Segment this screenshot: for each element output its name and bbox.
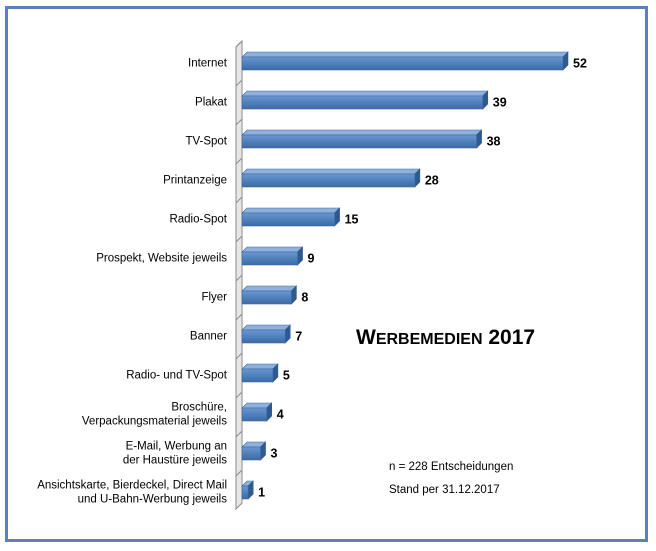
- value-label: 9: [308, 252, 315, 266]
- bar-top-face: [241, 246, 304, 253]
- axis-tick: [235, 157, 243, 165]
- bar: [241, 485, 249, 500]
- category-label-line: und U-Bahn-Werbung jeweils: [78, 494, 228, 506]
- value-label: 4: [277, 408, 284, 422]
- axis-tick: [235, 313, 243, 321]
- category-label-line: Radio-Spot: [169, 214, 227, 226]
- value-label: 39: [493, 96, 507, 110]
- axis-wall: [235, 39, 243, 511]
- bar-top-face: [241, 324, 291, 331]
- bar-top-face: [241, 363, 279, 370]
- chart-title-year: 2017: [483, 326, 536, 349]
- category-label-line: Verpackungsmaterial jeweils: [82, 416, 227, 428]
- value-label: 1: [258, 486, 265, 500]
- date-note: Stand per 31.12.2017: [389, 484, 500, 496]
- axis-tick: [235, 235, 243, 243]
- category-label-line: Printanzeige: [163, 175, 227, 187]
- category-label: Flyer: [201, 292, 227, 304]
- value-label: 5: [283, 369, 290, 383]
- bar: [241, 134, 477, 149]
- category-label: Radio-Spot: [169, 214, 227, 226]
- category-label-line: Radio- und TV-Spot: [126, 370, 228, 382]
- category-label: Radio- und TV-Spot: [126, 370, 228, 382]
- bar-top-face: [241, 129, 483, 136]
- axis-tick: [235, 352, 243, 360]
- category-label: Prospekt, Website jeweils: [96, 253, 227, 265]
- category-label-line: Flyer: [201, 292, 227, 304]
- category-label-line: Banner: [190, 331, 227, 343]
- category-label-line: Plakat: [195, 97, 228, 109]
- bar: [241, 56, 564, 71]
- axis-tick: [235, 391, 243, 399]
- axis-tick: [235, 40, 243, 48]
- bar-top-face: [241, 168, 421, 175]
- bar: [241, 290, 292, 305]
- category-label: Broschüre, Verpackungsmaterial jeweils: [82, 402, 227, 428]
- category-label-line: E-Mail, Werbung an: [126, 441, 227, 453]
- category-label-line: der Haustüre jeweils: [123, 455, 227, 467]
- category-label-line: Ansichtskarte, Bierdeckel, Direct Mail: [37, 480, 227, 492]
- value-label: 28: [425, 174, 439, 188]
- category-label-line: Prospekt, Website jeweils: [96, 253, 227, 265]
- category-label: E-Mail, Werbung an der Haustüre jeweils: [123, 441, 227, 467]
- category-label: TV-Spot: [185, 136, 227, 148]
- value-label: 8: [301, 291, 308, 305]
- axis-tick: [235, 430, 243, 438]
- value-label: 3: [271, 447, 278, 461]
- value-label: 7: [295, 330, 302, 344]
- bar-top-face: [241, 285, 298, 292]
- bar: [241, 95, 484, 110]
- chart-title-first-letter: W: [356, 326, 376, 349]
- bar: [241, 329, 286, 344]
- chart-title-rest: ERBEMEDIEN: [376, 331, 483, 348]
- axis-tick: [235, 196, 243, 204]
- category-label-line: Internet: [188, 58, 228, 70]
- bar: [241, 173, 416, 188]
- category-label: Plakat: [195, 97, 228, 109]
- bar-top-face: [241, 207, 341, 214]
- category-label: Internet: [188, 58, 228, 70]
- bar: [241, 446, 261, 461]
- value-label: 15: [345, 213, 359, 227]
- category-label-line: Broschüre,: [171, 402, 227, 414]
- axis-tick: [235, 118, 243, 126]
- axis-tick: [235, 469, 243, 477]
- bar-top-face: [241, 90, 489, 97]
- bar: [241, 368, 274, 383]
- bar: [241, 407, 267, 422]
- category-label: Ansichtskarte, Bierdeckel, Direct Mail un…: [37, 480, 227, 506]
- value-label: 52: [573, 57, 587, 71]
- category-label: Banner: [190, 331, 227, 343]
- chart-title: WERBEMEDIEN 2017: [356, 326, 535, 349]
- category-label-line: TV-Spot: [185, 136, 227, 148]
- bar: [241, 212, 335, 227]
- category-label: Printanzeige: [163, 175, 227, 187]
- value-label: 38: [487, 135, 501, 149]
- sample-size-note: n = 228 Entscheidungen: [389, 461, 513, 473]
- bar: [241, 251, 298, 266]
- bar-top-face: [241, 51, 569, 58]
- axis-tick: [235, 274, 243, 282]
- axis-tick: [235, 79, 243, 87]
